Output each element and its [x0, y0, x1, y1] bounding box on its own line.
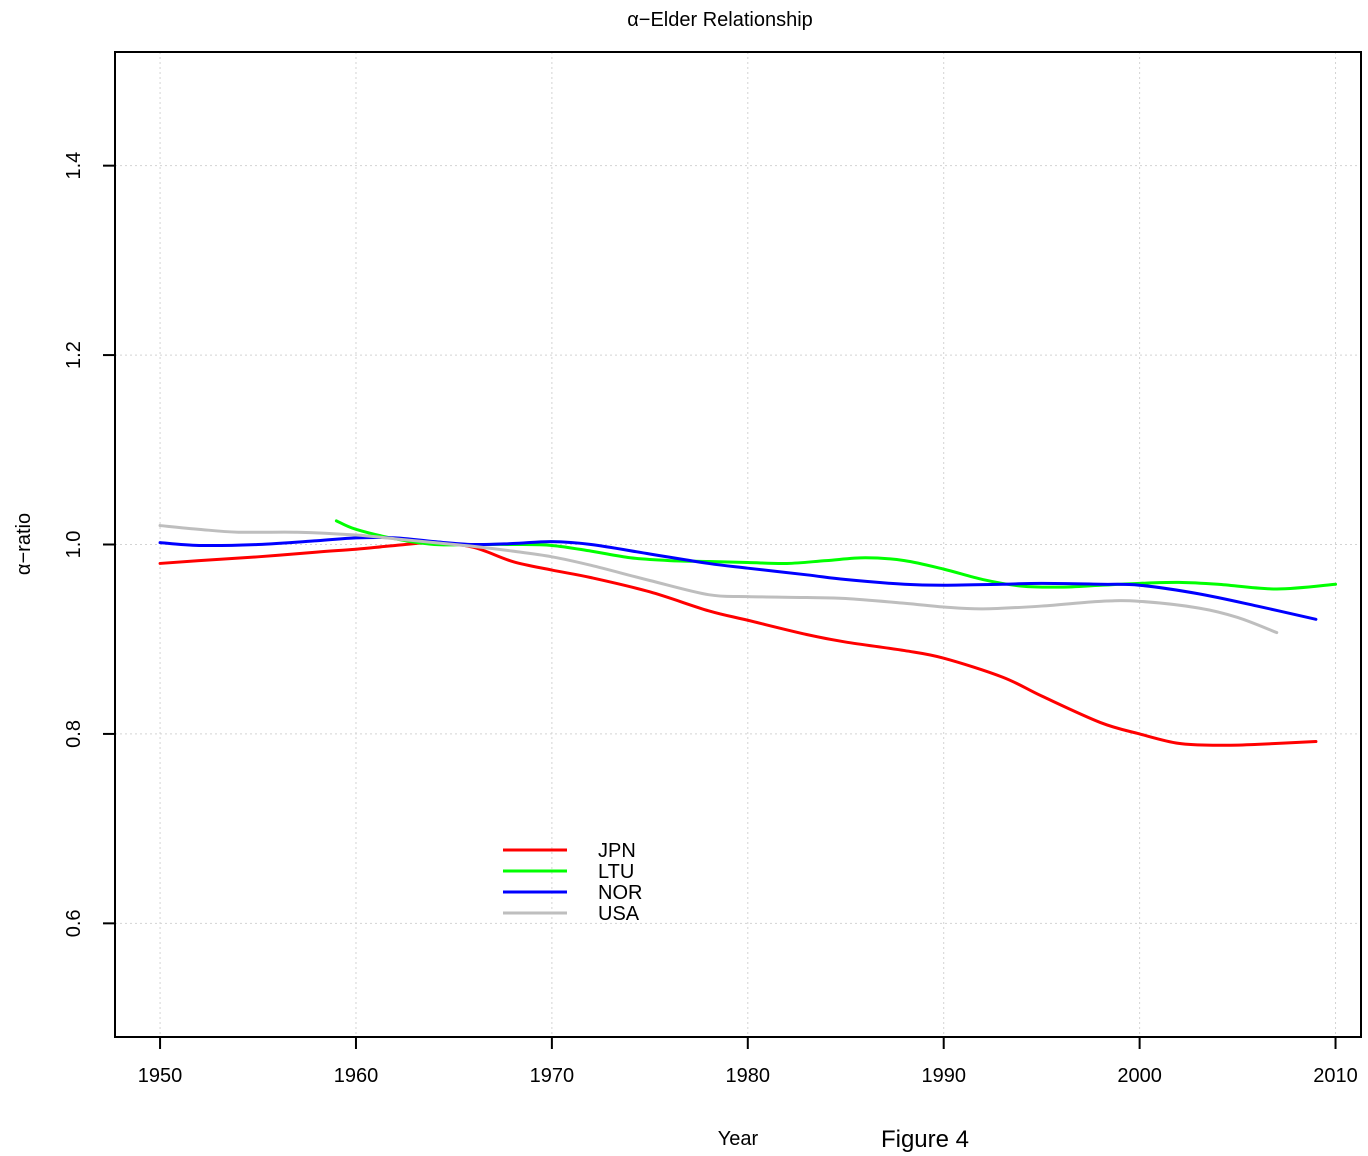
y-tick-label: 1.4 — [63, 152, 85, 180]
grid-lines — [115, 52, 1361, 1037]
x-axis-label: Year — [718, 1128, 759, 1150]
chart-title: α−Elder Relationship — [627, 9, 813, 31]
y-axis: 0.6 0.8 1.0 1.2 1.4 — [63, 152, 115, 937]
series-line-jpn — [158, 541, 1318, 747]
y-axis-label: α−ratio — [13, 513, 35, 575]
legend-label-ltu: LTU — [598, 861, 634, 883]
series-line-usa — [158, 524, 1279, 635]
y-tick-label: 1.0 — [63, 531, 85, 559]
x-tick-label: 1960 — [334, 1065, 379, 1087]
x-tick-label: 1990 — [921, 1065, 966, 1087]
x-tick-label: 1980 — [726, 1065, 771, 1087]
series-layer — [158, 519, 1338, 747]
x-axis: 1950 1960 1970 1980 1990 2000 2010 — [138, 1036, 1358, 1087]
legend-label-usa: USA — [598, 903, 640, 925]
x-tick-label: 2000 — [1117, 1065, 1162, 1087]
x-tick-label: 2010 — [1313, 1065, 1358, 1087]
y-tick-label: 1.2 — [63, 341, 85, 369]
series-line-nor — [158, 535, 1318, 621]
x-tick-label: 1970 — [530, 1065, 575, 1087]
y-tick-label: 0.8 — [63, 720, 85, 748]
x-tick-label: 1950 — [138, 1065, 183, 1087]
y-tick-label: 0.6 — [63, 909, 85, 937]
figure-caption: Figure 4 — [881, 1126, 969, 1153]
legend-label-jpn: JPN — [598, 840, 636, 862]
legend-label-nor: NOR — [598, 882, 642, 904]
